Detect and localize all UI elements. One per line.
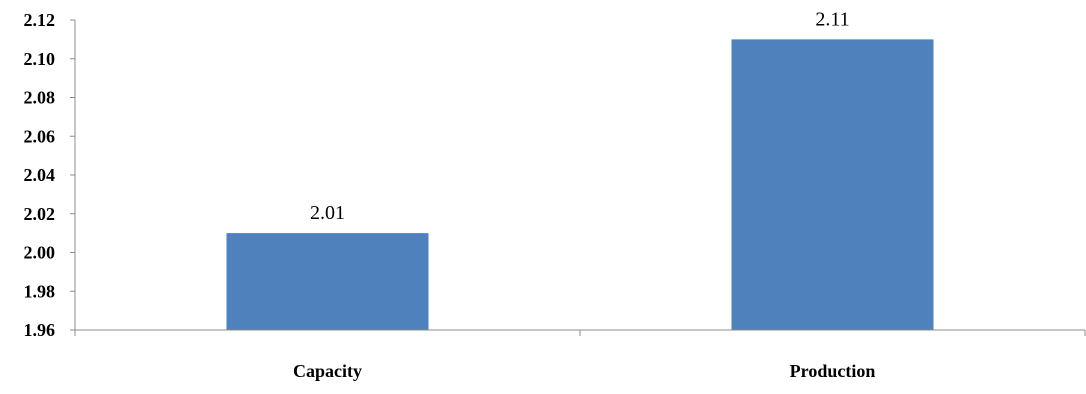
data-labels-group: 2.01 2.11 bbox=[310, 8, 850, 224]
y-tick-label: 2.06 bbox=[24, 126, 56, 146]
data-label: 2.11 bbox=[815, 8, 849, 30]
data-label: 2.01 bbox=[310, 202, 345, 224]
category-label: Production bbox=[790, 361, 876, 381]
y-tick-label: 2.10 bbox=[24, 49, 56, 69]
y-tick-label: 2.00 bbox=[24, 243, 56, 263]
bars-group bbox=[226, 39, 934, 330]
category-label: Capacity bbox=[293, 361, 362, 381]
y-tick-label: 1.96 bbox=[24, 320, 56, 340]
y-tick-label: 2.12 bbox=[24, 10, 56, 30]
bar-production bbox=[731, 39, 934, 330]
x-ticks-group bbox=[74, 330, 1086, 336]
bar-capacity bbox=[226, 233, 429, 330]
y-ticks-group: 1.96 1.98 2.00 2.02 2.04 2.06 2.08 2.10 2.12 bbox=[24, 10, 75, 340]
y-tick-label: 2.08 bbox=[24, 88, 56, 108]
category-labels-group: Capacity Production bbox=[293, 361, 875, 381]
y-tick-label: 2.02 bbox=[24, 204, 56, 224]
y-tick-label: 2.04 bbox=[24, 165, 56, 185]
y-tick-label: 1.98 bbox=[24, 281, 56, 301]
